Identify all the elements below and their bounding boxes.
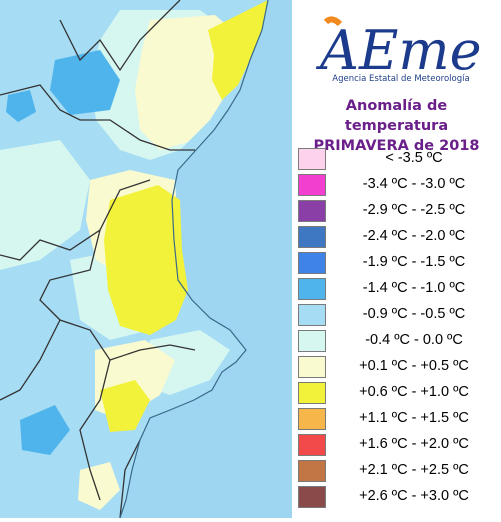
map-canvas bbox=[0, 0, 292, 519]
logo-wordmark: AEmet bbox=[315, 19, 484, 82]
legend-swatch bbox=[298, 330, 326, 352]
legend-row: < -3.5 ºC bbox=[298, 147, 498, 173]
legend-label: -1.9 ºC - -1.5 ºC bbox=[362, 254, 466, 270]
legend-row: -1.4 ºC - -1.0 ºC bbox=[298, 277, 498, 303]
logo-accent bbox=[323, 16, 343, 27]
legend-label: +2.6 ºC - +3.0 ºC bbox=[359, 488, 469, 504]
legend-row: -2.9 ºC - -2.5 ºC bbox=[298, 199, 498, 225]
warm-slight-zone bbox=[78, 462, 120, 510]
legend-row: -1.9 ºC - -1.5 ºC bbox=[298, 251, 498, 277]
legend-label: +0.6 ºC - +1.0 ºC bbox=[359, 384, 469, 400]
legend-swatch bbox=[298, 174, 326, 196]
legend-label: -2.9 ºC - -2.5 ºC bbox=[362, 202, 466, 218]
legend-row: -3.4 ºC - -3.0 ºC bbox=[298, 173, 498, 199]
legend-swatch bbox=[298, 434, 326, 456]
legend-swatch bbox=[298, 356, 326, 378]
legend-row: +2.1 ºC - +2.5 ºC bbox=[298, 459, 498, 485]
legend-row: +0.6 ºC - +1.0 ºC bbox=[298, 381, 498, 407]
coastline bbox=[119, 0, 269, 519]
temperature-anomaly-map bbox=[0, 0, 292, 519]
legend-row: +0.1 ºC - +0.5 ºC bbox=[298, 355, 498, 381]
cold-anomaly-zone bbox=[20, 405, 70, 455]
legend-swatch bbox=[298, 382, 326, 404]
legend-row: +1.1 ºC - +1.5 ºC bbox=[298, 407, 498, 433]
legend-swatch bbox=[298, 408, 326, 430]
legend-row: +2.6 ºC - +3.0 ºC bbox=[298, 485, 498, 511]
legend-swatch bbox=[298, 252, 326, 274]
legend-label: -0.4 ºC - 0.0 ºC bbox=[365, 332, 463, 348]
legend-row: -0.4 ºC - 0.0 ºC bbox=[298, 329, 498, 355]
legend-label: +0.1 ºC - +0.5 ºC bbox=[359, 358, 469, 374]
legend-swatch bbox=[298, 460, 326, 482]
legend-label: -3.4 ºC - -3.0 ºC bbox=[362, 176, 466, 192]
title-line-1: Anomalía de temperatura bbox=[344, 98, 449, 134]
title-line-2: PRIMAVERA de 2018 bbox=[313, 138, 480, 154]
cold-anomaly-zone bbox=[50, 50, 120, 115]
province-borders bbox=[0, 0, 196, 519]
legend-label: < -3.5 ºC bbox=[385, 150, 443, 166]
legend-panel: AEmet Agencia Estatal de Meteorología An… bbox=[292, 0, 501, 518]
aemet-logo: AEmet bbox=[315, 16, 484, 82]
legend-row: -0.9 ºC - -0.5 ºC bbox=[298, 303, 498, 329]
legend: < -3.5 ºC -3.4 ºC - -3.0 ºC -2.9 ºC - -2.5… bbox=[298, 147, 498, 511]
warm-anomaly-zone bbox=[100, 380, 150, 432]
legend-swatch bbox=[298, 148, 326, 170]
legend-swatch bbox=[298, 304, 326, 326]
legend-label: -1.4 ºC - -1.0 ºC bbox=[362, 280, 466, 296]
cold-anomaly-zone bbox=[6, 90, 36, 122]
legend-label: +1.1 ºC - +1.5 ºC bbox=[359, 410, 469, 426]
map-title: Anomalía de temperatura PRIMAVERA de 201… bbox=[292, 96, 501, 156]
legend-label: +1.6 ºC - +2.0 ºC bbox=[359, 436, 469, 452]
warm-anomaly-zone bbox=[104, 185, 188, 335]
agency-name: Agencia Estatal de Meteorología bbox=[332, 74, 470, 84]
legend-label: -0.9 ºC - -0.5 ºC bbox=[362, 306, 466, 322]
legend-label: +2.1 ºC - +2.5 ºC bbox=[359, 462, 469, 478]
legend-swatch bbox=[298, 278, 326, 300]
legend-label: -2.4 ºC - -2.0 ºC bbox=[362, 228, 466, 244]
legend-swatch bbox=[298, 486, 326, 508]
legend-swatch bbox=[298, 200, 326, 222]
legend-row: +1.6 ºC - +2.0 ºC bbox=[298, 433, 498, 459]
legend-row: -2.4 ºC - -2.0 ºC bbox=[298, 225, 498, 251]
legend-swatch bbox=[298, 226, 326, 248]
neutral-anomaly-zone bbox=[0, 140, 90, 270]
warm-anomaly-zone bbox=[208, 0, 268, 100]
